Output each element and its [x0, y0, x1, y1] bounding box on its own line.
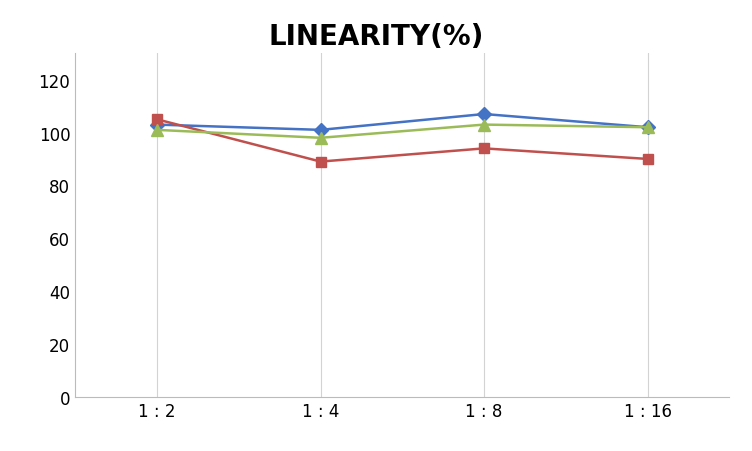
Cell culture media (n=5)	[643, 125, 652, 131]
EDTA plasma (n=5)	[153, 117, 162, 123]
EDTA plasma (n=5)	[316, 160, 325, 165]
Cell culture media (n=5)	[153, 128, 162, 133]
Serum (n=5)	[480, 112, 489, 117]
Cell culture media (n=5)	[316, 136, 325, 141]
Serum (n=5)	[316, 128, 325, 133]
Serum (n=5)	[643, 125, 652, 131]
Text: LINEARITY(%): LINEARITY(%)	[268, 23, 484, 51]
Line: Serum (n=5): Serum (n=5)	[152, 110, 653, 135]
Line: Cell culture media (n=5): Cell culture media (n=5)	[151, 120, 653, 144]
Cell culture media (n=5)	[480, 123, 489, 128]
Line: EDTA plasma (n=5): EDTA plasma (n=5)	[152, 115, 653, 167]
Serum (n=5)	[153, 123, 162, 128]
EDTA plasma (n=5)	[643, 157, 652, 162]
EDTA plasma (n=5)	[480, 146, 489, 152]
